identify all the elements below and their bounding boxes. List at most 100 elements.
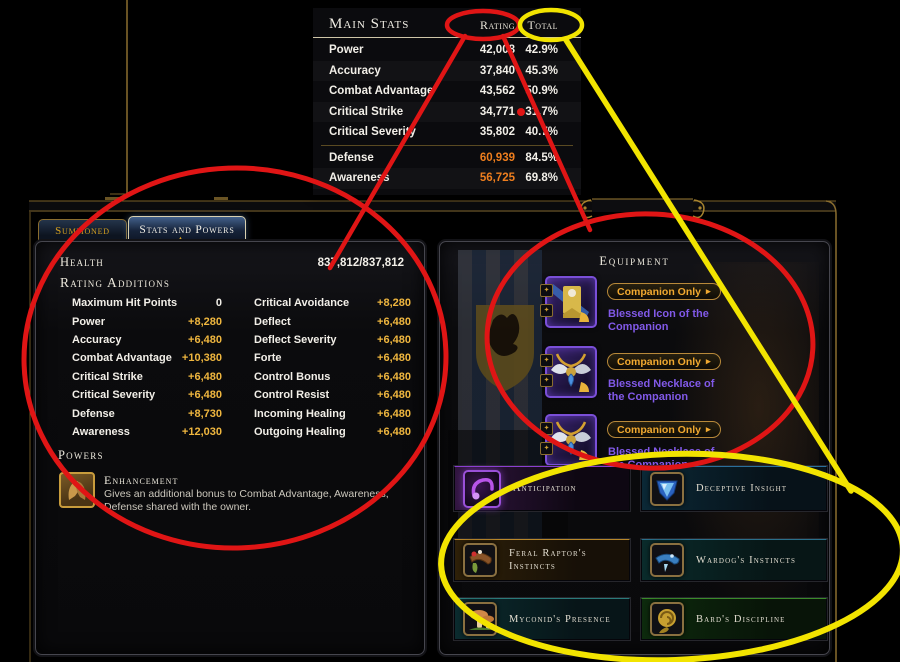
- item-art: [551, 284, 589, 322]
- feral-raptor-icon: [463, 543, 497, 577]
- main-stats-title: Main Stats: [329, 16, 410, 32]
- stat-label: Defense: [329, 151, 374, 164]
- stat-label: Critical Avoidance: [254, 297, 350, 310]
- stat-row: Critical Strike +6,480: [72, 368, 222, 386]
- enchant-slot-icon[interactable]: ✦: [540, 304, 553, 317]
- stat-value: 0: [215, 297, 222, 310]
- ability-card-wardogs-instincts[interactable]: Wardog's Instincts: [641, 539, 827, 581]
- stat-row: Control Bonus +6,480: [254, 368, 411, 386]
- stat-label: Critical Severity: [329, 126, 416, 138]
- stat-row: Maximum Hit Points 0: [72, 294, 222, 312]
- ability-card-myconids-presence[interactable]: Myconid's Presence: [454, 598, 630, 640]
- stat-label: Forte: [254, 352, 282, 365]
- blessed-necklace-item-icon[interactable]: ✦ ✦: [540, 414, 597, 466]
- stat-label: Outgoing Healing: [254, 425, 346, 438]
- stat-row: Awareness +12,030: [72, 423, 222, 441]
- stat-row: Forte +6,480: [254, 349, 411, 367]
- main-stat-row: Awareness 56,725 69.8%: [313, 168, 581, 189]
- main-stat-row: Critical Strike 34,771 31.7%: [313, 102, 581, 123]
- stat-total: 69.8%: [525, 172, 558, 184]
- stat-value: +12,030: [181, 425, 222, 438]
- stat-value: +6,480: [377, 389, 411, 402]
- stat-value: +6,480: [377, 370, 411, 383]
- stat-value: +6,480: [377, 407, 411, 420]
- companion-only-button[interactable]: Companion Only ▸: [607, 283, 721, 300]
- stats-divider: [321, 144, 573, 146]
- stat-value: +8,280: [377, 297, 411, 310]
- stat-row: Accuracy +6,480: [72, 331, 222, 349]
- rating-additions-title: Rating Additions: [60, 275, 171, 290]
- stat-row: Critical Avoidance +8,280: [254, 294, 411, 312]
- stat-value: +6,480: [188, 370, 222, 383]
- ability-name: Anticipation: [513, 483, 577, 494]
- ability-name: Deceptive Insight: [696, 483, 788, 494]
- stat-label: Deflect: [254, 315, 291, 328]
- stat-label: Control Resist: [254, 389, 330, 402]
- stat-rating: 43,562: [479, 85, 515, 97]
- stat-total: 31.7%: [525, 105, 558, 118]
- stat-label: Accuracy: [329, 64, 381, 77]
- powers-title: Powers: [58, 448, 104, 462]
- stat-row: Deflect +6,480: [254, 312, 411, 330]
- chevron-right-icon: ▸: [706, 356, 711, 366]
- blessed-icon-item-icon[interactable]: ✦ ✦: [540, 276, 597, 328]
- stat-row: Deflect Severity +6,480: [254, 331, 411, 349]
- stat-row: Defense +8,730: [72, 404, 222, 422]
- health-value: 837,812/837,812: [317, 257, 404, 269]
- tab-summoned[interactable]: Summoned: [38, 219, 127, 242]
- total-column-header: Total: [527, 18, 558, 32]
- wardog-icon: [650, 543, 684, 577]
- main-stats-header: Main Stats Rating Total: [313, 8, 581, 38]
- main-stat-row: Power 42,008 42.9%: [313, 40, 581, 61]
- tab-stats-and-powers[interactable]: Stats and Powers: [128, 216, 246, 242]
- companion-only-button[interactable]: Companion Only ▸: [607, 421, 721, 438]
- ability-card-deceptive-insight[interactable]: Deceptive Insight: [641, 466, 827, 511]
- stat-value: +8,280: [188, 315, 222, 328]
- ability-card-anticipation[interactable]: Anticipation: [454, 466, 630, 511]
- ability-name: Bard's Discipline: [696, 613, 786, 625]
- stat-rating: 42,008: [479, 44, 515, 56]
- companion-stats-panel: Health 837,812/837,812 Rating Additions …: [35, 241, 425, 655]
- companion-only-button[interactable]: Companion Only ▸: [607, 353, 721, 370]
- stat-row: Control Resist +6,480: [254, 386, 411, 404]
- ability-card-bards-discipline[interactable]: Bard's Discipline: [641, 598, 827, 640]
- stat-rating: 35,802: [479, 126, 515, 138]
- stat-label: Control Bonus: [254, 370, 331, 383]
- stat-total: 84.5%: [525, 151, 558, 164]
- stat-total: 40.7%: [525, 126, 558, 138]
- stat-label: Critical Strike: [72, 370, 143, 383]
- stat-label: Maximum Hit Points: [72, 297, 178, 310]
- stat-row: Power +8,280: [72, 312, 222, 330]
- ability-card-feral-raptors-instincts[interactable]: Feral Raptor's Instincts: [454, 539, 630, 581]
- blessed-necklace-item-icon[interactable]: ✦ ✦: [540, 346, 597, 398]
- stat-rating: 34,771: [479, 105, 515, 118]
- stat-value: +6,480: [188, 389, 222, 402]
- item-art: [551, 353, 591, 392]
- main-stat-row: Combat Advantage 43,562 50.9%: [313, 81, 581, 102]
- rating-column-header: Rating: [480, 18, 515, 32]
- companion-only-label: Companion Only: [617, 285, 701, 298]
- item-name: Blessed Necklace of the Companion: [608, 378, 715, 403]
- stat-row: Incoming Healing +6,480: [254, 404, 411, 422]
- stat-label: Critical Severity: [72, 389, 156, 402]
- ability-name: Feral Raptor's Instincts: [509, 548, 587, 572]
- stat-total: 42.9%: [525, 44, 558, 56]
- enhancement-icon[interactable]: [59, 472, 95, 508]
- enchant-slot-icon[interactable]: ✦: [540, 284, 553, 297]
- main-stat-row: Defense 60,939 84.5%: [313, 148, 581, 169]
- enchant-slot-icon[interactable]: ✦: [540, 442, 553, 455]
- enchant-slot-icon[interactable]: ✦: [540, 422, 553, 435]
- stat-label: Deflect Severity: [254, 333, 337, 346]
- enchant-slot-icon[interactable]: ✦: [540, 374, 553, 387]
- companion-equipment-panel: Equipment ✦ ✦ Companion Only ▸ Blessed I…: [439, 241, 830, 655]
- rating-additions-right-column: Critical Avoidance +8,280 Deflect +6,480 D…: [254, 294, 411, 441]
- companion-only-label: Companion Only: [617, 423, 701, 436]
- companion-only-label: Companion Only: [617, 355, 701, 368]
- ability-name: Myconid's Presence: [509, 613, 611, 625]
- stat-label: Awareness: [72, 425, 130, 438]
- stat-label: Critical Strike: [329, 105, 404, 118]
- stat-rating: 37,840: [479, 64, 515, 77]
- ability-name: Wardog's Instincts: [696, 554, 796, 566]
- health-row: Health 837,812/837,812: [60, 255, 404, 270]
- enchant-slot-icon[interactable]: ✦: [540, 354, 553, 367]
